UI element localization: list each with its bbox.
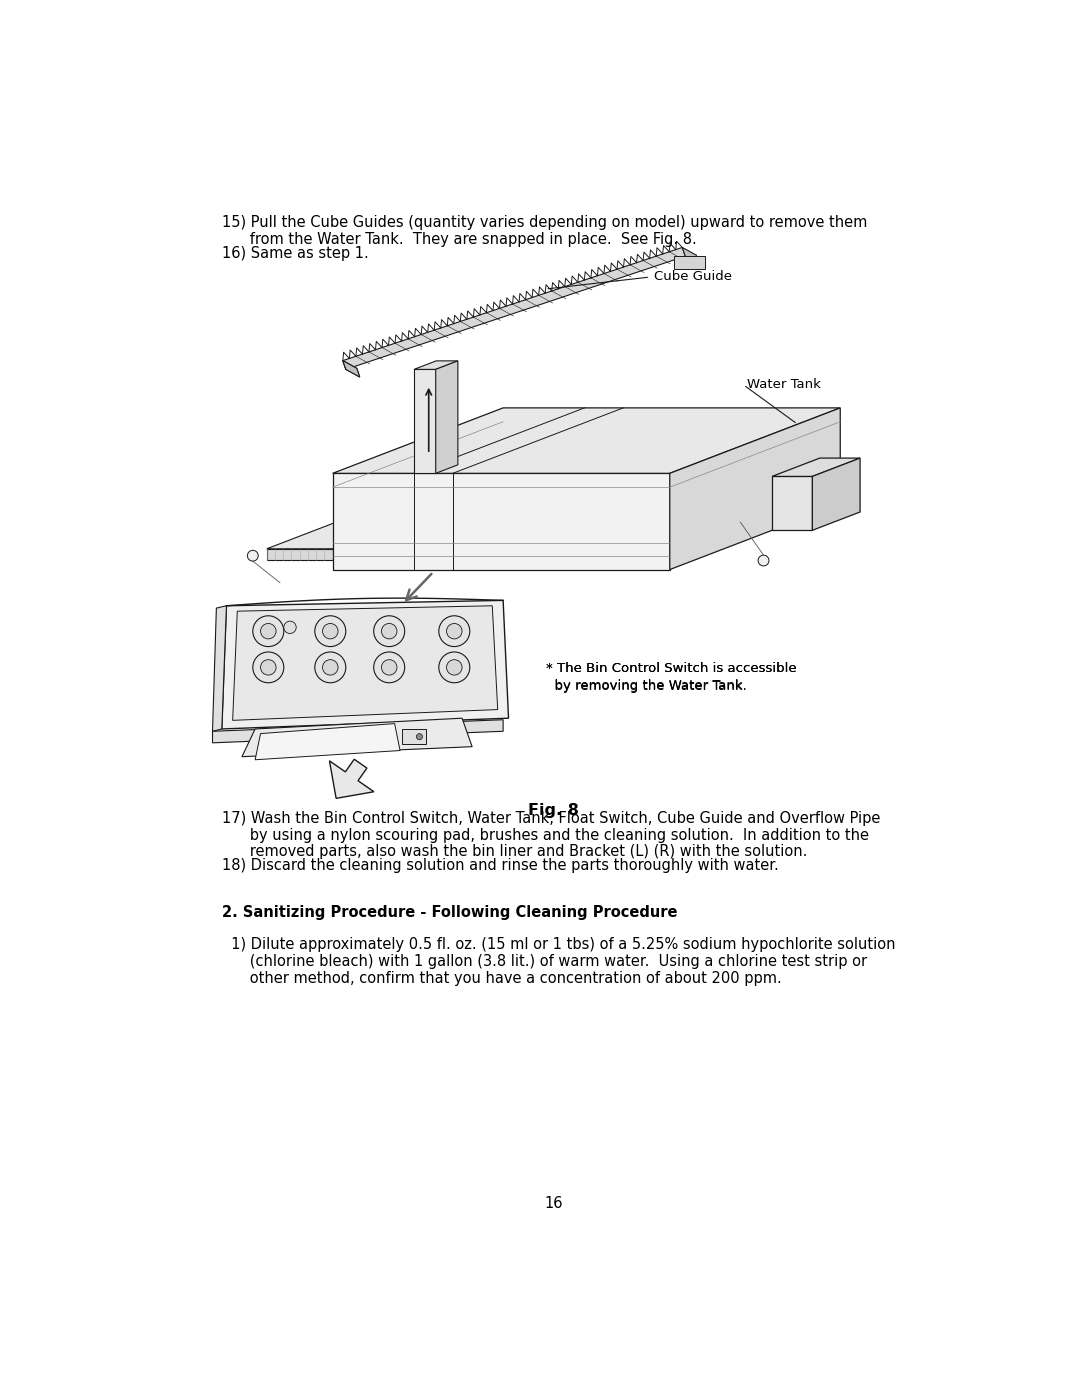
Text: * The Bin Control Switch is accessible: * The Bin Control Switch is accessible xyxy=(545,662,796,675)
Circle shape xyxy=(323,623,338,638)
Circle shape xyxy=(416,733,422,740)
Text: other method, confirm that you have a concentration of about 200 ppm.: other method, confirm that you have a co… xyxy=(221,971,782,986)
Polygon shape xyxy=(333,408,840,474)
Circle shape xyxy=(381,623,397,638)
Text: 16) Same as step 1.: 16) Same as step 1. xyxy=(221,246,368,261)
Polygon shape xyxy=(435,360,458,474)
Circle shape xyxy=(323,659,338,675)
Circle shape xyxy=(381,659,397,675)
Circle shape xyxy=(260,623,276,638)
Circle shape xyxy=(253,652,284,683)
Text: 16: 16 xyxy=(544,1196,563,1211)
Text: Water Tank: Water Tank xyxy=(747,379,821,391)
Circle shape xyxy=(253,616,284,647)
Polygon shape xyxy=(772,458,860,476)
Circle shape xyxy=(314,616,346,647)
Text: 15) Pull the Cube Guides (quantity varies depending on model) upward to remove t: 15) Pull the Cube Guides (quantity varie… xyxy=(221,215,867,231)
Text: Fig. 8: Fig. 8 xyxy=(528,803,579,817)
Polygon shape xyxy=(213,606,227,731)
Text: by removing the Water Tank.: by removing the Water Tank. xyxy=(545,680,746,693)
Text: by removing the Water Tank.: by removing the Water Tank. xyxy=(545,679,746,692)
Polygon shape xyxy=(232,606,498,721)
Text: (chlorine bleach) with 1 gallon (3.8 lit.) of warm water.  Using a chlorine test: (chlorine bleach) with 1 gallon (3.8 lit… xyxy=(221,954,867,968)
Polygon shape xyxy=(221,601,509,729)
Text: 17) Wash the Bin Control Switch, Water Tank, Float Switch, Cube Guide and Overfl: 17) Wash the Bin Control Switch, Water T… xyxy=(221,810,880,826)
Text: from the Water Tank.  They are snapped in place.  See Fig. 8.: from the Water Tank. They are snapped in… xyxy=(221,232,697,247)
Polygon shape xyxy=(674,256,704,270)
Polygon shape xyxy=(342,247,685,369)
Polygon shape xyxy=(267,549,333,560)
Polygon shape xyxy=(333,474,670,570)
Circle shape xyxy=(374,652,405,683)
Circle shape xyxy=(446,623,462,638)
Polygon shape xyxy=(342,360,360,377)
Circle shape xyxy=(374,616,405,647)
Text: removed parts, also wash the bin liner and Bracket (L) (R) with the solution.: removed parts, also wash the bin liner a… xyxy=(221,844,807,859)
Circle shape xyxy=(284,622,296,633)
Polygon shape xyxy=(403,729,426,745)
Polygon shape xyxy=(242,718,472,757)
Circle shape xyxy=(438,652,470,683)
Polygon shape xyxy=(329,759,374,798)
Polygon shape xyxy=(342,360,360,377)
Text: by using a nylon scouring pad, brushes and the cleaning solution.  In addition t: by using a nylon scouring pad, brushes a… xyxy=(221,827,868,842)
Circle shape xyxy=(446,659,462,675)
Polygon shape xyxy=(267,515,418,549)
Circle shape xyxy=(260,659,276,675)
Polygon shape xyxy=(683,247,699,264)
Circle shape xyxy=(247,550,258,562)
Text: Cube Guide: Cube Guide xyxy=(654,271,732,284)
Text: * The Bin Control Switch is accessible: * The Bin Control Switch is accessible xyxy=(545,662,796,675)
Circle shape xyxy=(758,555,769,566)
Polygon shape xyxy=(414,369,435,474)
Circle shape xyxy=(438,616,470,647)
Text: 18) Discard the cleaning solution and rinse the parts thoroughly with water.: 18) Discard the cleaning solution and ri… xyxy=(221,858,779,873)
Text: 1) Dilute approximately 0.5 fl. oz. (15 ml or 1 tbs) of a 5.25% sodium hypochlor: 1) Dilute approximately 0.5 fl. oz. (15 … xyxy=(221,937,895,951)
Polygon shape xyxy=(213,719,503,743)
Text: 2. Sanitizing Procedure - Following Cleaning Procedure: 2. Sanitizing Procedure - Following Clea… xyxy=(221,904,677,919)
Polygon shape xyxy=(414,360,458,369)
Circle shape xyxy=(314,652,346,683)
Polygon shape xyxy=(670,408,840,570)
Polygon shape xyxy=(812,458,860,531)
Polygon shape xyxy=(255,724,400,760)
Polygon shape xyxy=(772,476,812,531)
